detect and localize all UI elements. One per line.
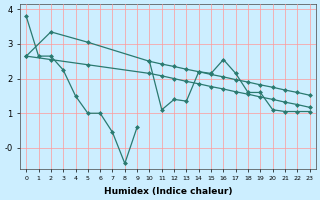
X-axis label: Humidex (Indice chaleur): Humidex (Indice chaleur) [104,187,232,196]
